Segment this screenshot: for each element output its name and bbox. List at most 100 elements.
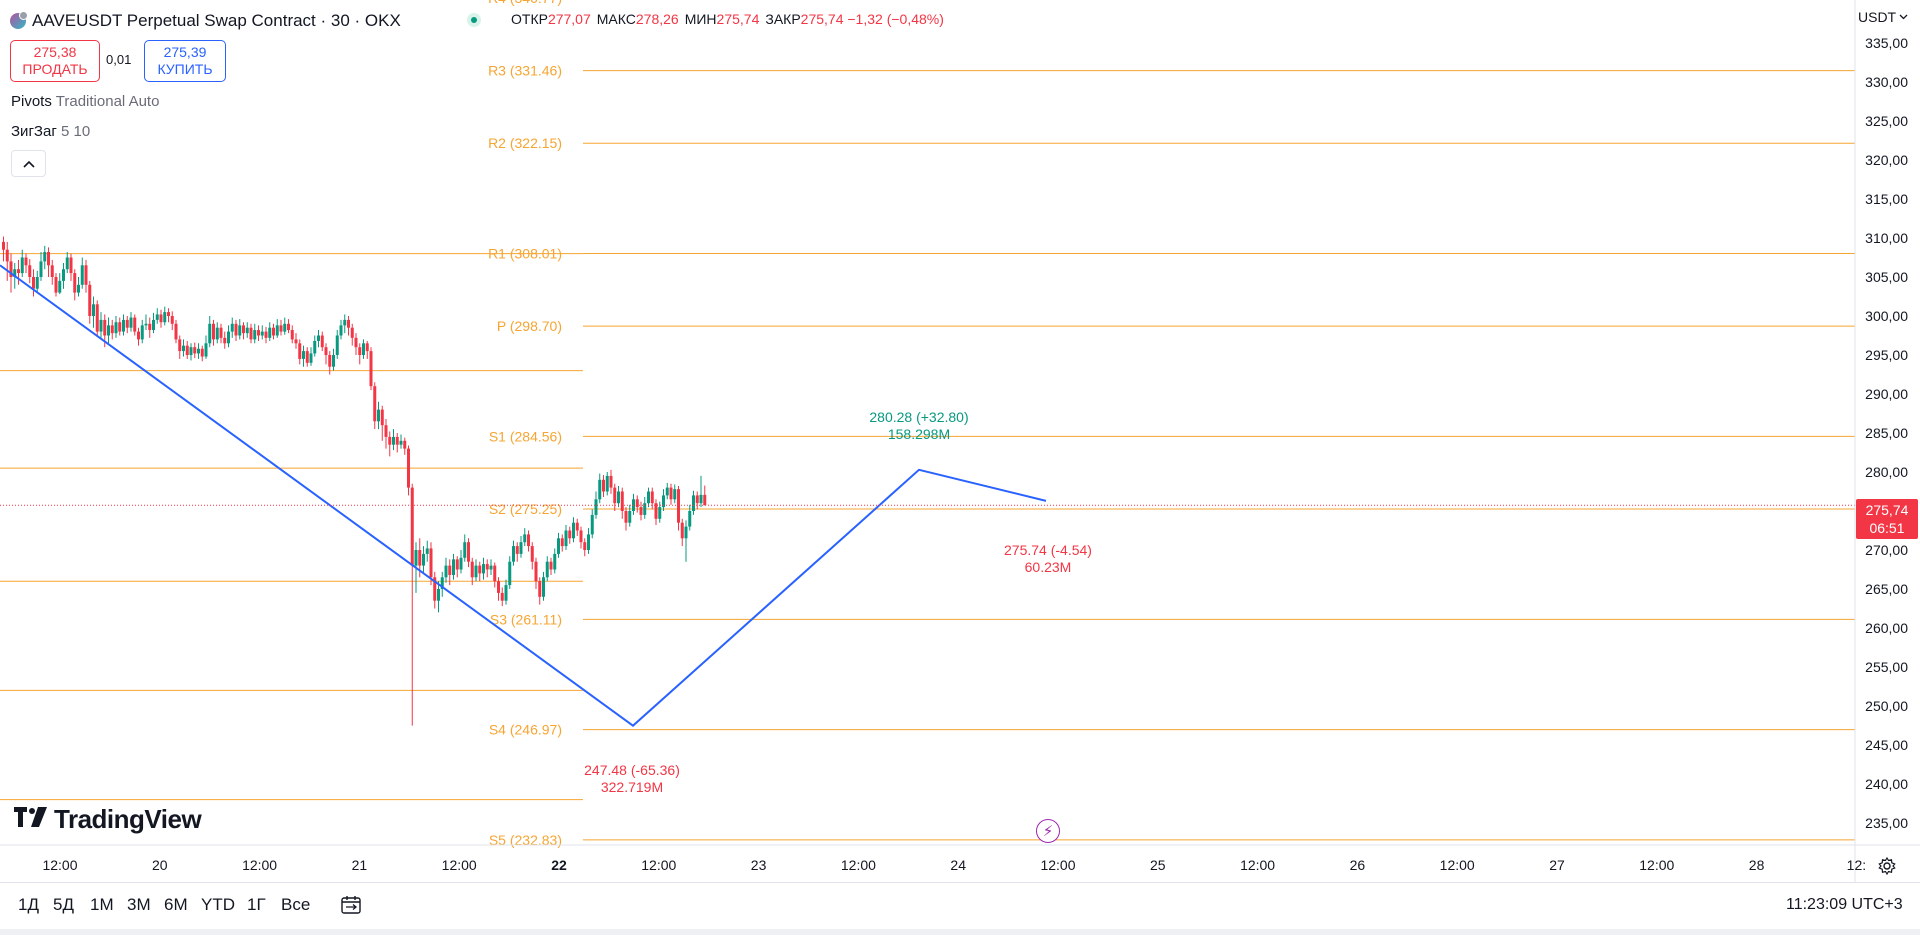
candle-body [189, 347, 193, 355]
candle-body [309, 353, 313, 363]
lightning-icon[interactable]: ⚡ [1036, 819, 1060, 843]
zigzag-indicator-legend[interactable]: ЗигЗаг 5 10 [11, 123, 90, 140]
price-tick: 255,00 [1865, 659, 1908, 675]
candle-body [9, 261, 13, 277]
candle-body [459, 557, 463, 570]
pivots-indicator-legend[interactable]: Pivots Traditional Auto [11, 93, 159, 110]
candle-body [290, 330, 294, 340]
candle-body [527, 534, 530, 547]
candle-body [227, 331, 230, 344]
candle-body [485, 564, 489, 570]
open-value: 277,07 [547, 11, 591, 27]
candle-body [575, 522, 579, 531]
candle-body [103, 319, 107, 336]
candle-body [695, 495, 699, 504]
bottom-strip [0, 929, 1920, 935]
timeframe-5d[interactable]: 5Д [53, 895, 74, 914]
sell-button[interactable]: 275,38 ПРОДАТЬ [10, 40, 100, 82]
candle-body [88, 284, 92, 316]
gear-icon[interactable] [1877, 856, 1897, 876]
time-tick: 25 [1150, 857, 1166, 873]
pivots-name: Pivots [11, 93, 52, 110]
candle-body [564, 530, 568, 547]
candle-body [69, 257, 73, 274]
candle-body [298, 343, 302, 359]
candle-body [287, 323, 290, 331]
zigzag-volume-label: 158.298M [888, 426, 950, 442]
price-tick: 290,00 [1865, 386, 1908, 402]
close-value: 275,74 −1,32 (−0,48%) [800, 11, 944, 27]
timeframe-1y[interactable]: 1Г [247, 895, 266, 914]
candle-body [92, 304, 95, 316]
timeframe-1d[interactable]: 1Д [18, 895, 39, 914]
candle-body [133, 317, 137, 332]
pivot-label: S5 (232.83) [489, 832, 562, 848]
candle-body [515, 546, 519, 554]
candle-body [99, 319, 103, 332]
candle-body [538, 581, 542, 597]
pivot-label: R2 (322.15) [488, 135, 562, 151]
timeframe-1m[interactable]: 1М [90, 895, 114, 914]
candle-body [324, 347, 328, 355]
high-label: МАКС [596, 11, 636, 27]
candle-body [223, 337, 227, 344]
candle-body [542, 577, 545, 597]
candle-body [399, 440, 403, 445]
clock-timezone[interactable]: 11:23:09 UTC+3 [1786, 896, 1903, 913]
candle-body [65, 257, 69, 270]
candle-body [692, 495, 695, 511]
candle-body [294, 339, 298, 344]
timeframe-3m[interactable]: 3М [127, 895, 151, 914]
candle-body [5, 249, 9, 262]
candle-body [380, 409, 384, 426]
candle-body [418, 550, 422, 566]
currency-selector[interactable]: USDT [1858, 9, 1908, 25]
candle-body [478, 565, 482, 574]
candle-body [403, 440, 407, 449]
price-tick: 260,00 [1865, 620, 1908, 636]
candle-body [238, 325, 242, 336]
timeframe-6m[interactable]: 6М [164, 895, 188, 914]
candle-body [444, 565, 448, 578]
pivot-label: P (298.70) [497, 318, 562, 334]
candle-body [452, 559, 455, 575]
time-tick: 20 [152, 857, 168, 873]
chart-canvas[interactable]: R4 (340.77) R3 (331.46) R2 (322.15) R1 (308… [0, 0, 1920, 882]
candle-body [388, 436, 392, 445]
time-tick: 12:00 [242, 857, 277, 873]
candle-body [215, 327, 219, 340]
candle-body [673, 489, 677, 500]
time-tick: 12:00 [42, 857, 77, 873]
time-tick: 21 [352, 857, 368, 873]
time-tick: 28 [1749, 857, 1765, 873]
candle-body [467, 542, 470, 562]
bottom-toolbar: 1Д 5Д 1М 3М 6М YTD 1Г Все 11:23:09 UTC+3 [0, 882, 1920, 930]
timeframe-all[interactable]: Все [281, 895, 311, 914]
candle-body [279, 325, 283, 332]
candle-body [313, 340, 317, 354]
time-tick: 12:00 [1040, 857, 1075, 873]
candle-body [365, 343, 369, 352]
buy-button[interactable]: 275,39 КУПИТЬ [144, 40, 226, 82]
pivot-label: R4 (340.77) [488, 0, 562, 6]
candle-body [703, 494, 707, 506]
chart-header: AAVEUSDT Perpetual Swap Contract · 30 · … [10, 9, 401, 33]
candle-body [253, 330, 257, 340]
symbol-title[interactable]: AAVEUSDT Perpetual Swap Contract · 30 · … [32, 11, 401, 30]
candle-body [32, 277, 35, 289]
candle-body [545, 561, 549, 578]
time-tick: 24 [950, 857, 966, 873]
candle-body [219, 327, 223, 338]
candle-body [39, 261, 43, 277]
candle-body [583, 542, 587, 550]
candle-body [680, 522, 684, 539]
candle-body [587, 534, 590, 550]
timeframe-ytd[interactable]: YTD [201, 895, 235, 914]
buy-label: КУПИТЬ [157, 61, 213, 77]
candle-body [122, 319, 125, 332]
candle-body [504, 585, 508, 601]
collapse-legend-button[interactable] [11, 150, 46, 177]
time-tick: 12:00 [1240, 857, 1275, 873]
candle-body [230, 323, 234, 332]
calendar-range-icon[interactable] [340, 894, 362, 916]
